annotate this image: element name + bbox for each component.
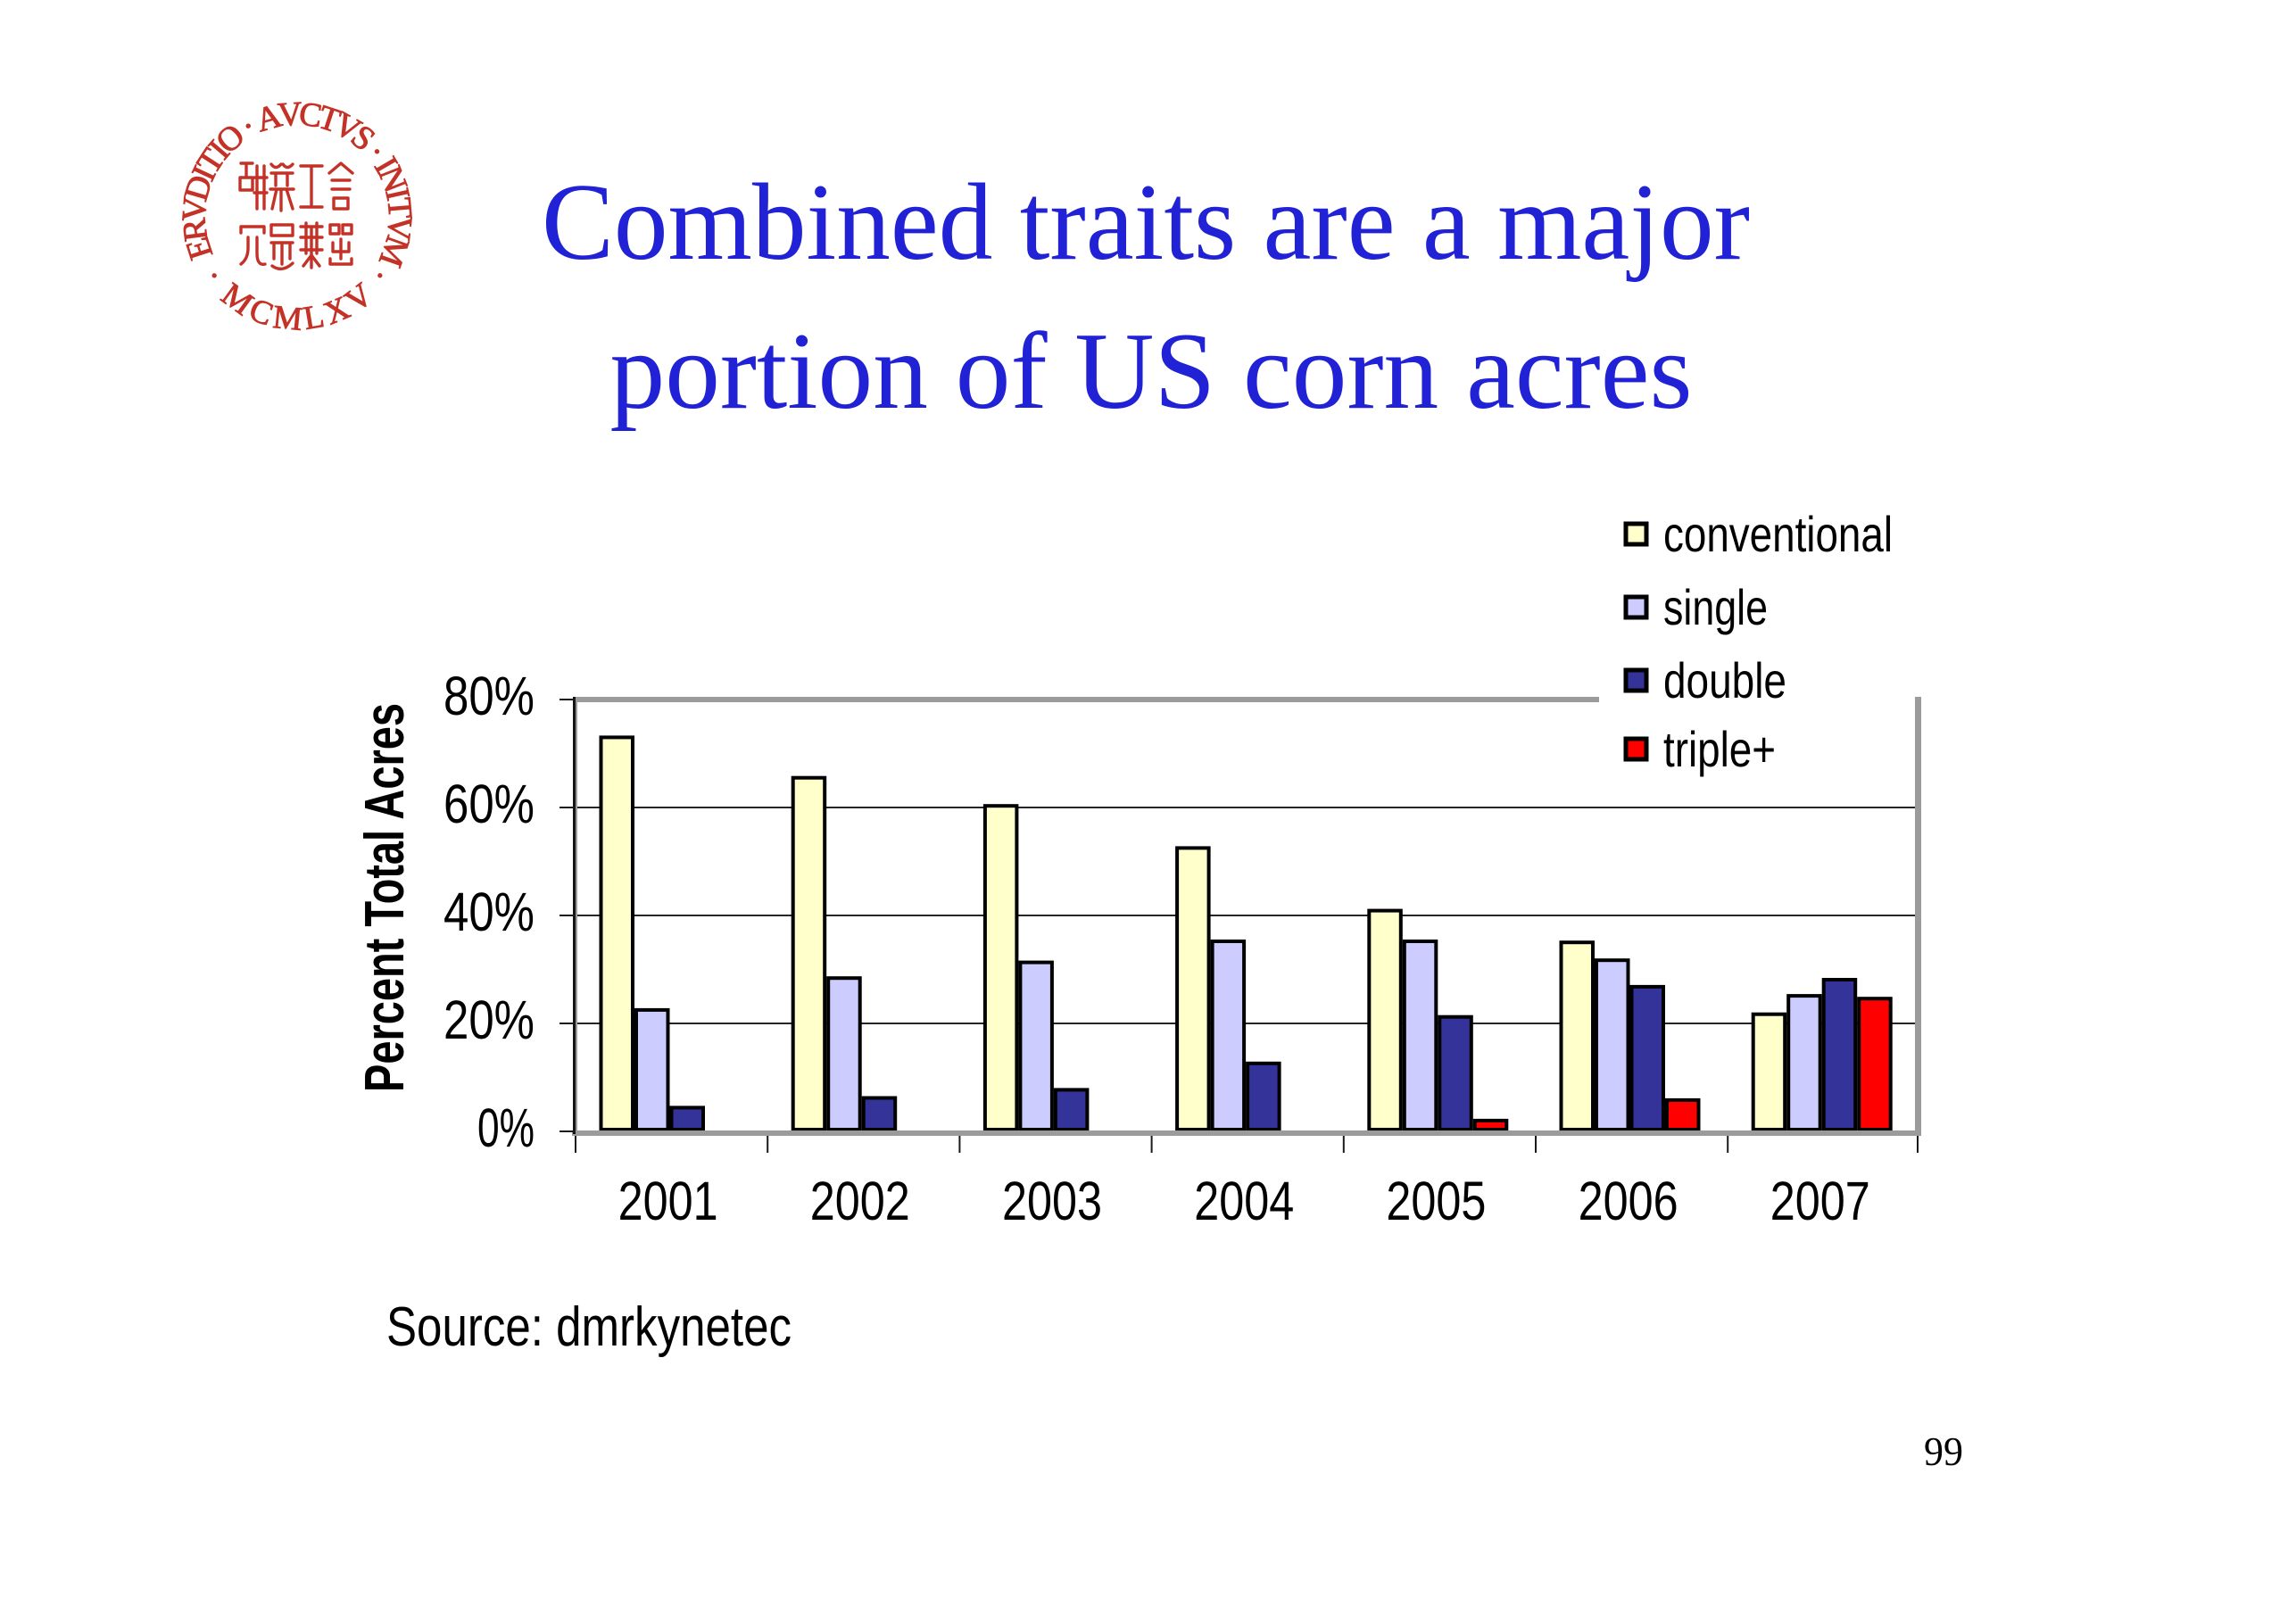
svg-text:80%: 80% — [443, 666, 535, 726]
svg-text:conventional: conventional — [1663, 506, 1893, 562]
svg-text:Source: dmrkynetec: Source: dmrkynetec — [386, 1296, 792, 1358]
svg-text:portion of US corn acres: portion of US corn acres — [610, 310, 1693, 432]
svg-text:20%: 20% — [443, 990, 535, 1050]
svg-text:0%: 0% — [477, 1097, 535, 1158]
svg-text:V: V — [175, 195, 214, 223]
svg-text:double: double — [1663, 652, 1786, 708]
svg-text:2006: 2006 — [1579, 1171, 1678, 1231]
svg-text:single: single — [1663, 579, 1768, 635]
svg-text:2001: 2001 — [618, 1171, 718, 1231]
svg-text:99: 99 — [1924, 1429, 1963, 1474]
svg-text:2003: 2003 — [1002, 1171, 1102, 1231]
svg-text:2005: 2005 — [1386, 1171, 1486, 1231]
svg-text:2007: 2007 — [1770, 1171, 1870, 1231]
svg-text:C: C — [297, 95, 325, 136]
svg-text:M: M — [271, 299, 304, 338]
svg-text:Percent Total Acres: Percent Total Acres — [354, 703, 416, 1092]
svg-text:V: V — [277, 95, 304, 134]
svg-text:60%: 60% — [443, 774, 535, 834]
svg-text:V: V — [379, 213, 419, 242]
svg-text:R: R — [175, 216, 215, 244]
svg-text:40%: 40% — [443, 882, 535, 942]
svg-text:Combined traits are a major: Combined traits are a major — [542, 161, 1750, 283]
svg-text:2004: 2004 — [1194, 1171, 1294, 1231]
svg-text:triple+: triple+ — [1663, 721, 1776, 777]
svg-text:2002: 2002 — [810, 1171, 910, 1231]
svg-text:T: T — [380, 196, 419, 220]
